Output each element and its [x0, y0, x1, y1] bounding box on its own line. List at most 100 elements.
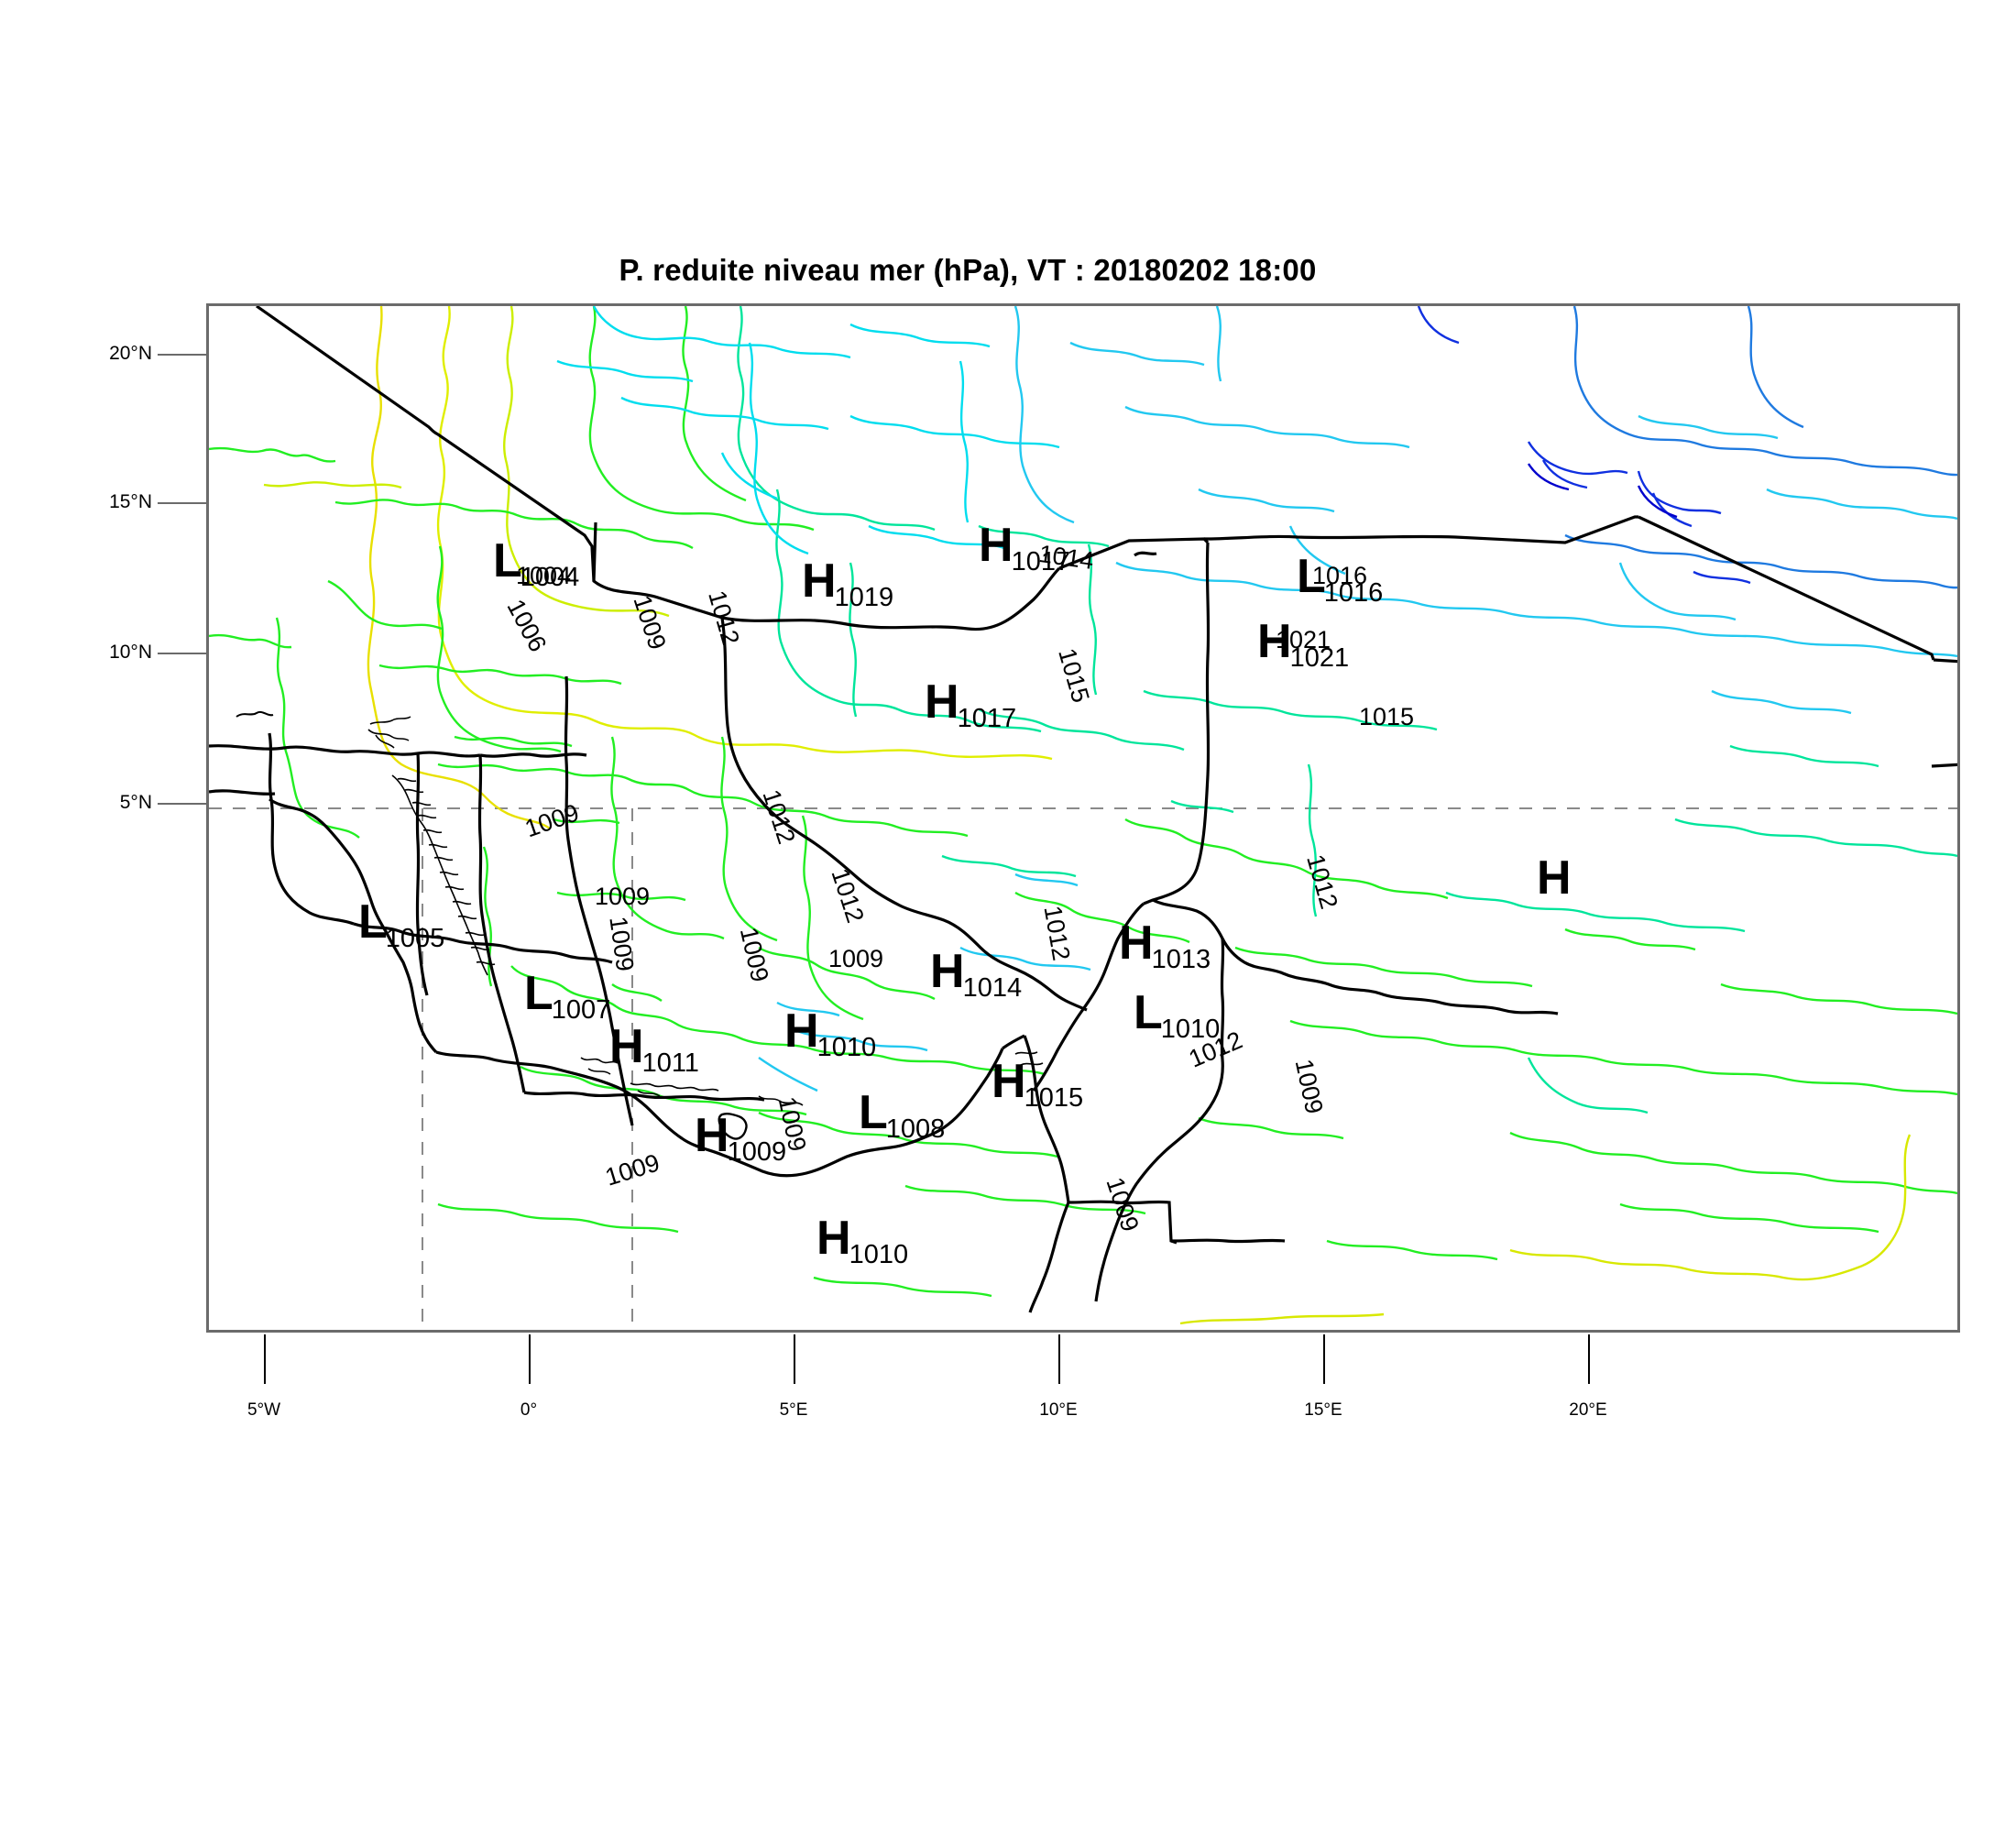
high-pressure-marker: H1010: [816, 1212, 910, 1268]
country-borders: [209, 306, 1957, 1313]
low-symbol: L: [358, 895, 388, 949]
y-tick-mark: [158, 502, 209, 504]
contour-label: 1009: [1289, 1057, 1329, 1117]
x-tick-mark: [1588, 1334, 1590, 1384]
chart-title-text: P. reduite niveau mer (hPa), VT : 201802…: [619, 253, 1317, 287]
y-tick-label: 15°N: [109, 491, 152, 512]
low-pressure-marker: L1008: [859, 1086, 947, 1143]
high-symbol: H: [695, 1109, 729, 1162]
pressure-value: 1021: [1289, 643, 1350, 673]
pressure-value: 1004: [520, 563, 580, 592]
high-symbol: H: [784, 1004, 819, 1058]
low-symbol: L: [524, 967, 553, 1020]
inland-water-detail: [367, 716, 1044, 1106]
pressure-value: 1014: [962, 973, 1023, 1003]
high-symbol: H: [1537, 851, 1572, 905]
x-tick-label: 5°E: [779, 1400, 808, 1420]
chart-title: P. reduite niveau mer (hPa), VT : 201802…: [0, 253, 2016, 288]
contour-label: 1009: [1101, 1174, 1145, 1235]
low-pressure-marker: L1010: [1134, 986, 1222, 1043]
y-tick-mark: [158, 653, 209, 654]
high-pressure-marker: H1017: [925, 675, 1018, 732]
contour-1014: [556, 306, 1060, 555]
pressure-value: 1008: [885, 1114, 946, 1144]
y-tick-mark: [158, 803, 209, 805]
low-symbol: L: [859, 1086, 888, 1139]
contour-1018: [1417, 306, 1751, 585]
low-pressure-marker: L1007: [524, 967, 612, 1024]
map-plot-area: [206, 303, 1960, 1333]
contour-1006: [436, 306, 1053, 761]
high-pressure-marker: H1021: [1257, 618, 1351, 672]
x-tick-mark: [794, 1334, 795, 1384]
x-tick-mark: [529, 1334, 531, 1384]
low-pressure-marker: L1005: [358, 895, 446, 952]
low-symbol: L: [493, 534, 522, 587]
x-tick-label: 0°: [520, 1400, 538, 1420]
contour-1009: [209, 306, 1957, 1298]
pressure-value: 1013: [1151, 945, 1211, 974]
low-symbol: L: [1134, 986, 1163, 1039]
high-pressure-marker: H1011: [609, 1020, 701, 1077]
pressure-value: 1015: [1024, 1083, 1084, 1113]
high-symbol: H: [930, 945, 965, 998]
contour-label: 1012: [703, 587, 745, 649]
low-pressure-marker: L1004: [493, 534, 581, 591]
high-symbol: H: [802, 554, 837, 608]
contour-label: 1016: [1312, 562, 1368, 589]
contour-label: 1012: [1038, 904, 1076, 963]
low-symbol: L: [1297, 550, 1326, 603]
contour-1015: [758, 306, 1957, 1092]
map-canvas: [209, 306, 1957, 1330]
pressure-value: 1009: [727, 1137, 787, 1167]
high-pressure-marker: H1009: [695, 1109, 788, 1166]
contour-label: 1012: [1301, 851, 1343, 913]
low-pressure-marker: L1016: [1297, 550, 1385, 607]
high-symbol: H: [925, 675, 959, 729]
high-pressure-marker: H1015: [992, 1055, 1085, 1112]
x-tick-mark: [1058, 1334, 1060, 1384]
contour-label: 1009: [595, 883, 651, 910]
contour-1016: [1564, 306, 1957, 589]
contour-bottom-yellow: [1179, 1134, 1912, 1325]
x-tick-label: 5°W: [247, 1400, 281, 1420]
pressure-value: 1005: [385, 924, 445, 953]
contour-label: 1012: [826, 865, 870, 927]
x-tick-mark: [1323, 1334, 1325, 1384]
contour-label: 1009: [602, 1148, 663, 1191]
high-pressure-marker: H1013: [1119, 916, 1212, 973]
high-pressure-marker: H: [1537, 854, 1572, 902]
contour-label: 1009: [628, 592, 672, 653]
high-pressure-marker: H1010: [784, 1004, 878, 1061]
x-tick-label: 15°E: [1304, 1400, 1342, 1420]
contour-1007: [263, 306, 670, 618]
pressure-value: 1019: [834, 583, 894, 612]
contour-label: 1009: [734, 925, 774, 985]
contour-label: 1015: [1053, 645, 1095, 707]
y-tick-label: 5°N: [119, 792, 152, 813]
contour-label: 1004: [516, 562, 572, 589]
high-symbol: H: [816, 1212, 851, 1265]
pressure-value: 1010: [816, 1033, 877, 1062]
contour-lines: [209, 306, 1957, 1325]
high-symbol: H: [979, 519, 1013, 572]
high-symbol: H: [1119, 916, 1154, 970]
high-pressure-marker: H1017: [979, 519, 1072, 576]
pressure-value: 1016: [1323, 578, 1384, 608]
pressure-value: 1017: [957, 704, 1017, 733]
contour-1012: [737, 306, 1957, 1114]
contour-label: 1012: [757, 786, 801, 848]
contour-label: 1015: [1359, 703, 1415, 730]
high-symbol: H: [992, 1055, 1026, 1108]
high-symbol: H: [609, 1020, 644, 1073]
pressure-value: 1010: [849, 1240, 909, 1269]
pressure-value: 1007: [551, 995, 611, 1025]
y-tick-mark: [158, 354, 209, 356]
contour-label: 1021: [1276, 626, 1331, 653]
contour-label: 1009: [521, 798, 583, 843]
y-tick-label: 10°N: [109, 642, 152, 663]
map-label-overlay: 1004 1006 1009 1012 1014 1015 1016 1021 1015 1009…: [206, 303, 1960, 1333]
x-tick-mark: [264, 1334, 266, 1384]
contour-1021: [1527, 463, 1678, 519]
